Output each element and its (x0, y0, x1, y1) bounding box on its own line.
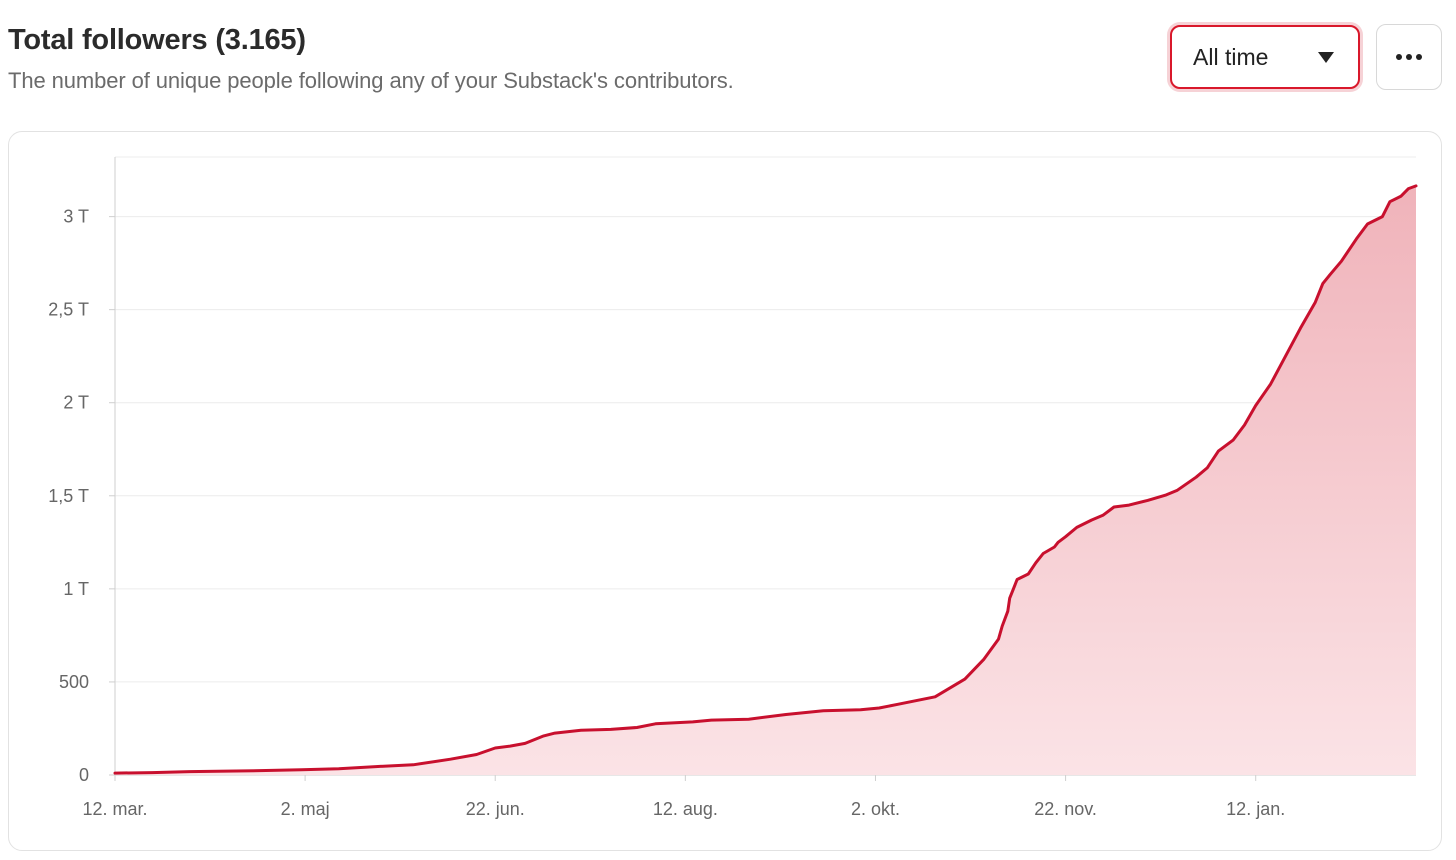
x-tick-label: 22. nov. (1034, 799, 1097, 819)
y-tick-label: 3 T (63, 207, 89, 227)
x-tick-label: 12. mar. (82, 799, 147, 819)
followers-area (115, 185, 1416, 775)
chart-card: 0 500 1 T 1,5 T 2 T 2,5 T 3 T 12. mar. 2. maj 22… (8, 131, 1442, 851)
y-tick-label: 0 (79, 765, 89, 785)
time-range-label: All time (1193, 43, 1269, 70)
y-tick-label: 500 (59, 672, 89, 692)
time-range-dropdown[interactable]: All time (1170, 25, 1360, 89)
y-tick-label: 2,5 T (48, 300, 89, 320)
more-horizontal-icon (1396, 54, 1422, 60)
y-axis-ticks: 0 500 1 T 1,5 T 2 T 2,5 T 3 T (48, 207, 115, 785)
y-tick-label: 1,5 T (48, 486, 89, 506)
x-tick-label: 12. aug. (653, 799, 718, 819)
x-tick-label: 12. jan. (1226, 799, 1285, 819)
chart-title: Total followers (3.165) (8, 24, 306, 56)
caret-down-icon (1318, 51, 1334, 63)
more-options-button[interactable] (1376, 24, 1442, 90)
x-tick-label: 2. okt. (851, 799, 900, 819)
chart-header: Total followers (3.165) The number of un… (8, 20, 734, 102)
x-tick-label: 22. jun. (466, 799, 525, 819)
y-tick-label: 1 T (63, 579, 89, 599)
followers-chart: 0 500 1 T 1,5 T 2 T 2,5 T 3 T 12. mar. 2. maj 22… (48, 156, 1418, 819)
grid-lines (115, 156, 1416, 683)
x-tick-label: 2. maj (281, 799, 330, 819)
chart-subtitle: The number of unique people following an… (8, 68, 734, 93)
followers-line (113, 184, 1418, 775)
x-axis-ticks: 12. mar. 2. maj 22. jun. 12. aug. 2. okt. 22.… (82, 775, 1285, 819)
y-tick-label: 2 T (63, 393, 89, 413)
